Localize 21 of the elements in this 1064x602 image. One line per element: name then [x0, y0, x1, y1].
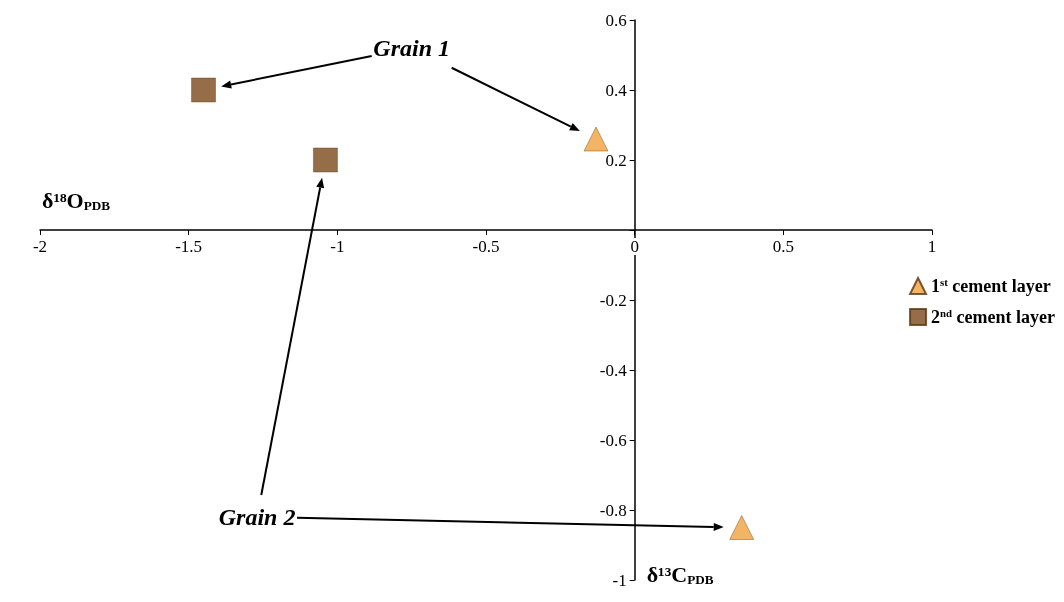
- x-tick-label: 0: [630, 237, 639, 256]
- x-tick-label: 0.5: [772, 237, 794, 256]
- x-tick-label: 1: [927, 237, 937, 256]
- y-tick-label: -0.6: [599, 430, 627, 450]
- x-tick-label: -2: [32, 237, 48, 256]
- point: [583, 126, 609, 152]
- y-tick-label: -0.2: [599, 290, 627, 310]
- x-tick-label: -0.5: [472, 237, 500, 256]
- annotation: Grain 1: [373, 35, 451, 61]
- x-tick-label: -1.5: [175, 237, 203, 256]
- y-tick-label: 0.4: [605, 80, 628, 100]
- point: [729, 515, 754, 540]
- point: [191, 77, 216, 103]
- y-tick-label: 0.2: [605, 150, 627, 170]
- annotation: Grain 2: [218, 504, 296, 530]
- point: [313, 147, 338, 173]
- y-tick-label: -1: [612, 570, 627, 590]
- y-tick-label: 0.6: [605, 10, 627, 30]
- y-tick-label: -0.8: [599, 500, 627, 520]
- x-tick-label: -1: [330, 237, 345, 256]
- y-tick-label: -0.4: [599, 360, 628, 380]
